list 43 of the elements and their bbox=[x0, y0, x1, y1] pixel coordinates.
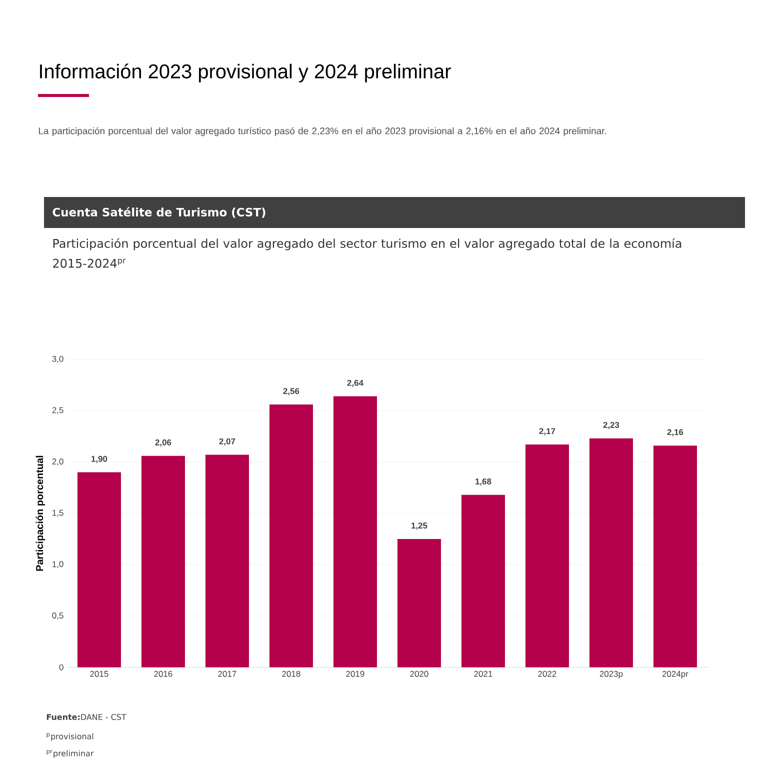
x-tick-label: 2024pr bbox=[662, 670, 688, 679]
x-tick-label: 2021 bbox=[474, 670, 492, 677]
data-label: 2,23 bbox=[603, 422, 620, 430]
text: Cuenta Satélite de Turismo (CST) bbox=[52, 207, 266, 218]
bar bbox=[397, 538, 441, 668]
data-label: 1,25 bbox=[411, 522, 428, 530]
data-label: 1,90 bbox=[91, 456, 108, 464]
data-label: 2,07 bbox=[219, 438, 236, 446]
text: Participación porcentual del valor agregado del sector turismo en el valor agregado total de la economía bbox=[53, 238, 682, 250]
chart-subtitle: La participación porcentual del valor agregado turístico pasó de 2,23% en el año 2023 provisional a 2,16% en el año 2024 preliminar. bbox=[38, 127, 606, 136]
chart-title: Información 2023 provisional y 2024 preliminar bbox=[40, 64, 451, 82]
data-label: 2,56 bbox=[283, 388, 300, 396]
y-tick-label: 1,5 bbox=[52, 510, 64, 517]
x-tick-label: 2019 bbox=[346, 670, 364, 677]
y-tick-label: 1,0 bbox=[52, 561, 64, 568]
bar bbox=[269, 404, 313, 668]
data-label: 2,17 bbox=[539, 428, 556, 436]
y-tick-label: 0 bbox=[59, 664, 64, 670]
data-label: 2,16 bbox=[667, 429, 684, 436]
text: 2015-2024$^{pr}$ bbox=[53, 258, 126, 268]
data-label: 2,64 bbox=[347, 380, 364, 388]
bar bbox=[461, 494, 505, 668]
bar bbox=[589, 438, 633, 668]
x-tick-label: 2017 bbox=[218, 670, 236, 677]
bar bbox=[333, 396, 377, 668]
y-tick-label: 2,5 bbox=[52, 407, 64, 414]
x-tick-label: 2018 bbox=[282, 670, 300, 677]
x-tick-label: 2022 bbox=[538, 670, 556, 677]
y-axis-title: Participación porcentual bbox=[36, 456, 46, 571]
y-tick-label: 2,0 bbox=[52, 458, 64, 466]
bar bbox=[141, 456, 185, 668]
x-tick-label: 2023p bbox=[600, 670, 623, 679]
x-tick-label: 2015 bbox=[90, 670, 108, 677]
bar bbox=[525, 444, 569, 668]
bar bbox=[205, 454, 249, 668]
y-tick-label: 3,0 bbox=[52, 356, 64, 363]
y-tick-label: 0,5 bbox=[52, 612, 64, 620]
x-tick-label: 2020 bbox=[410, 670, 428, 677]
bar bbox=[653, 446, 697, 668]
bar bbox=[77, 472, 121, 668]
data-label: 1,68 bbox=[475, 478, 492, 486]
data-label: 2,06 bbox=[155, 439, 172, 447]
x-tick-label: 2016 bbox=[154, 670, 172, 677]
